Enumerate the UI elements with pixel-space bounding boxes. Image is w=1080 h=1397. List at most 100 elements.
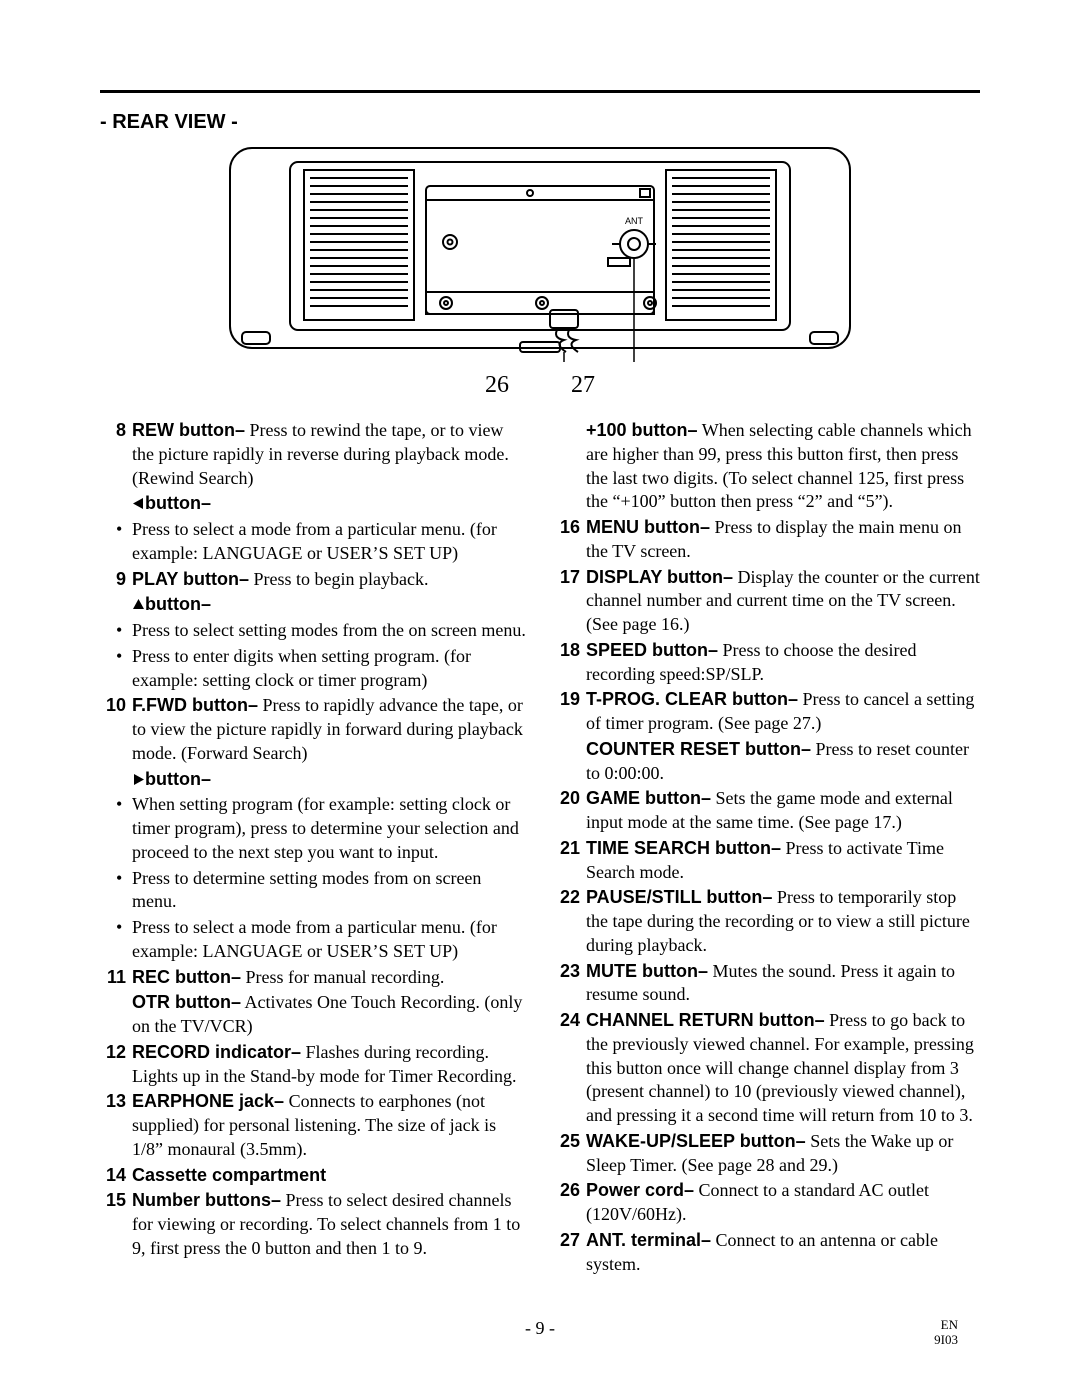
section-title: - REAR VIEW - [100, 111, 980, 134]
item-number: 10 [100, 694, 126, 765]
item-body: F.FWD button– Press to rapidly advance t… [132, 694, 526, 765]
item-number: 17 [554, 566, 580, 637]
item-lead: T-PROG. CLEAR button– [586, 689, 798, 709]
bullet-dot: • [116, 518, 132, 566]
item-lead: PAUSE/STILL button– [586, 887, 772, 907]
numbered-item: 19T-PROG. CLEAR button– Press to cancel … [554, 688, 980, 736]
sub-body: button– [145, 768, 526, 792]
item-body: WAKE-UP/SLEEP button– Sets the Wake up o… [586, 1130, 980, 1178]
sub-item: button– [100, 593, 526, 617]
page-number: - 9 - [525, 1318, 555, 1339]
item-number: 23 [554, 960, 580, 1008]
item-number: 24 [554, 1009, 580, 1128]
item-body: GAME button– Sets the game mode and exte… [586, 787, 980, 835]
item-body: T-PROG. CLEAR button– Press to cancel a … [586, 688, 980, 736]
item-body: MUTE button– Mutes the sound. Press it a… [586, 960, 980, 1008]
callout-26: 26 [485, 372, 509, 399]
item-lead: Power cord– [586, 1180, 694, 1200]
numbered-item: 27ANT. terminal– Connect to an antenna o… [554, 1229, 980, 1277]
numbered-item: 9PLAY button– Press to begin playback. [100, 568, 526, 592]
sub-body: COUNTER RESET button– Press to reset cou… [586, 738, 980, 786]
item-lead: RECORD indicator– [132, 1042, 301, 1062]
item-lead: Number buttons– [132, 1190, 281, 1210]
item-body: CHANNEL RETURN button– Press to go back … [586, 1009, 980, 1128]
item-lead: GAME button– [586, 788, 711, 808]
bullet-text: Press to enter digits when setting progr… [132, 645, 526, 693]
numbered-item: 17DISPLAY button– Display the counter or… [554, 566, 980, 637]
sub-lead: OTR button– [132, 992, 241, 1012]
item-lead: EARPHONE jack– [132, 1091, 284, 1111]
item-lead: CHANNEL RETURN button– [586, 1010, 825, 1030]
bullet-text: Press to determine setting modes from on… [132, 867, 526, 915]
left-column: 8REW button– Press to rewind the tape, o… [100, 417, 526, 1278]
sub-item: OTR button– Activates One Touch Recordin… [100, 991, 526, 1039]
numbered-item: 8REW button– Press to rewind the tape, o… [100, 419, 526, 490]
bullet-item: •Press to determine setting modes from o… [100, 867, 526, 915]
numbered-item: 20GAME button– Sets the game mode and ex… [554, 787, 980, 835]
item-lead: SPEED button– [586, 640, 718, 660]
item-lead: Cassette compartment [132, 1165, 326, 1185]
bullet-item: •When setting program (for example: sett… [100, 793, 526, 864]
sub-item: button– [100, 492, 526, 516]
numbered-item: 12RECORD indicator– Flashes during recor… [100, 1041, 526, 1089]
item-number: 18 [554, 639, 580, 687]
item-number: 19 [554, 688, 580, 736]
item-body: SPEED button– Press to choose the desire… [586, 639, 980, 687]
numbered-item: 14Cassette compartment [100, 1164, 526, 1188]
item-body: RECORD indicator– Flashes during recordi… [132, 1041, 526, 1089]
item-lead: ANT. terminal– [586, 1230, 711, 1250]
manual-page: - REAR VIEW - [0, 0, 1080, 1397]
item-lead: TIME SEARCH button– [586, 838, 781, 858]
item-text: Press to begin playback. [249, 569, 428, 589]
item-lead: F.FWD button– [132, 695, 258, 715]
sub-lead: button– [145, 594, 211, 614]
item-number: 8 [100, 419, 126, 490]
sub-lead: button– [145, 493, 211, 513]
item-body: ANT. terminal– Connect to an antenna or … [586, 1229, 980, 1277]
item-lead: MENU button– [586, 517, 710, 537]
sub-body: OTR button– Activates One Touch Recordin… [132, 991, 526, 1039]
sub-item: +100 button– When selecting cable channe… [554, 419, 980, 514]
item-number: 27 [554, 1229, 580, 1277]
bullet-item: •Press to select a mode from a particula… [100, 916, 526, 964]
bullet-text: Press to select setting modes from the o… [132, 619, 526, 643]
item-number: 13 [100, 1090, 126, 1161]
numbered-item: 13EARPHONE jack– Connects to earphones (… [100, 1090, 526, 1161]
page-footer: - 9 - EN9I03 [0, 1318, 1080, 1347]
item-number: 22 [554, 886, 580, 957]
sub-body: +100 button– When selecting cable channe… [586, 419, 980, 514]
numbered-item: 24CHANNEL RETURN button– Press to go bac… [554, 1009, 980, 1128]
item-lead: DISPLAY button– [586, 567, 733, 587]
item-lead: REW button– [132, 420, 245, 440]
item-body: EARPHONE jack– Connects to earphones (no… [132, 1090, 526, 1161]
rear-view-svg: ANT [220, 142, 860, 362]
bullet-dot: • [116, 645, 132, 693]
ant-label: ANT [625, 216, 644, 226]
bullet-item: •Press to select setting modes from the … [100, 619, 526, 643]
bullet-item: •Press to enter digits when setting prog… [100, 645, 526, 693]
item-number: 11 [100, 966, 126, 990]
item-lead: MUTE button– [586, 961, 708, 981]
item-body: Number buttons– Press to select desired … [132, 1189, 526, 1260]
item-lead: REC button– [132, 967, 241, 987]
bullet-dot: • [116, 867, 132, 915]
item-text: Press for manual recording. [241, 967, 444, 987]
sub-body: button– [145, 492, 526, 516]
numbered-item: 11 REC button– Press for manual recording… [100, 966, 526, 990]
bullet-text: When setting program (for example: setti… [132, 793, 526, 864]
up-triangle-icon [132, 593, 145, 617]
item-number: 15 [100, 1189, 126, 1260]
rear-view-diagram: ANT [100, 142, 980, 362]
numbered-item: 25WAKE-UP/SLEEP button– Sets the Wake up… [554, 1130, 980, 1178]
numbered-item: 22PAUSE/STILL button– Press to temporari… [554, 886, 980, 957]
item-body: MENU button– Press to display the main m… [586, 516, 980, 564]
numbered-item: 21TIME SEARCH button– Press to activate … [554, 837, 980, 885]
item-number: 12 [100, 1041, 126, 1089]
numbered-item: 18SPEED button– Press to choose the desi… [554, 639, 980, 687]
item-body: TIME SEARCH button– Press to activate Ti… [586, 837, 980, 885]
numbered-item: 16MENU button– Press to display the main… [554, 516, 980, 564]
left-triangle-icon [132, 492, 145, 516]
item-body: Power cord– Connect to a standard AC out… [586, 1179, 980, 1227]
item-body: PAUSE/STILL button– Press to temporarily… [586, 886, 980, 957]
bullet-dot: • [116, 916, 132, 964]
